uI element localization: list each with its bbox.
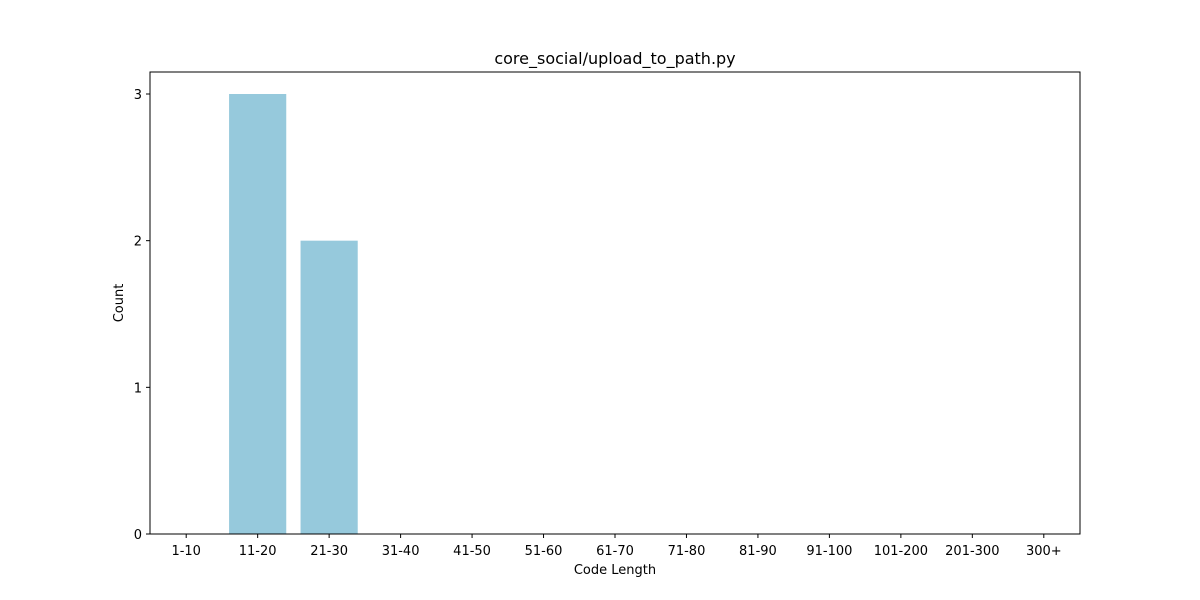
x-tick-label: 201-300	[945, 544, 999, 559]
x-tick-label: 61-70	[596, 544, 634, 559]
x-tick-label: 81-90	[739, 544, 777, 559]
x-tick-label: 300+	[1026, 544, 1062, 559]
x-tick-label: 41-50	[453, 544, 491, 559]
y-tick-label: 1	[134, 381, 142, 396]
x-tick-label: 71-80	[668, 544, 706, 559]
x-tick-label: 11-20	[239, 544, 277, 559]
y-tick-label: 0	[134, 528, 142, 543]
plot-frame	[149, 71, 1081, 535]
y-axis-ticks: 0 1 2 3	[134, 88, 150, 543]
y-tick-label: 2	[134, 235, 142, 250]
bar-21-30	[300, 240, 358, 535]
y-axis-label: Count	[112, 284, 127, 323]
x-tick-label: 1-10	[171, 544, 201, 559]
x-tick-label: 21-30	[310, 544, 348, 559]
x-tick-label: 31-40	[382, 544, 420, 559]
x-tick-label: 91-100	[806, 544, 852, 559]
bar-11-20	[229, 94, 287, 534]
y-tick-label: 3	[134, 88, 142, 103]
bars-group	[229, 94, 358, 535]
chart-title: core_social/upload_to_path.py	[494, 49, 735, 69]
x-axis-label: Code Length	[574, 563, 656, 578]
x-axis-ticks: 1-10 11-20 21-30 31-40 41-50 51-60 61-70 71-80 8…	[171, 534, 1062, 559]
x-tick-label: 101-200	[874, 544, 928, 559]
x-tick-label: 51-60	[525, 544, 563, 559]
